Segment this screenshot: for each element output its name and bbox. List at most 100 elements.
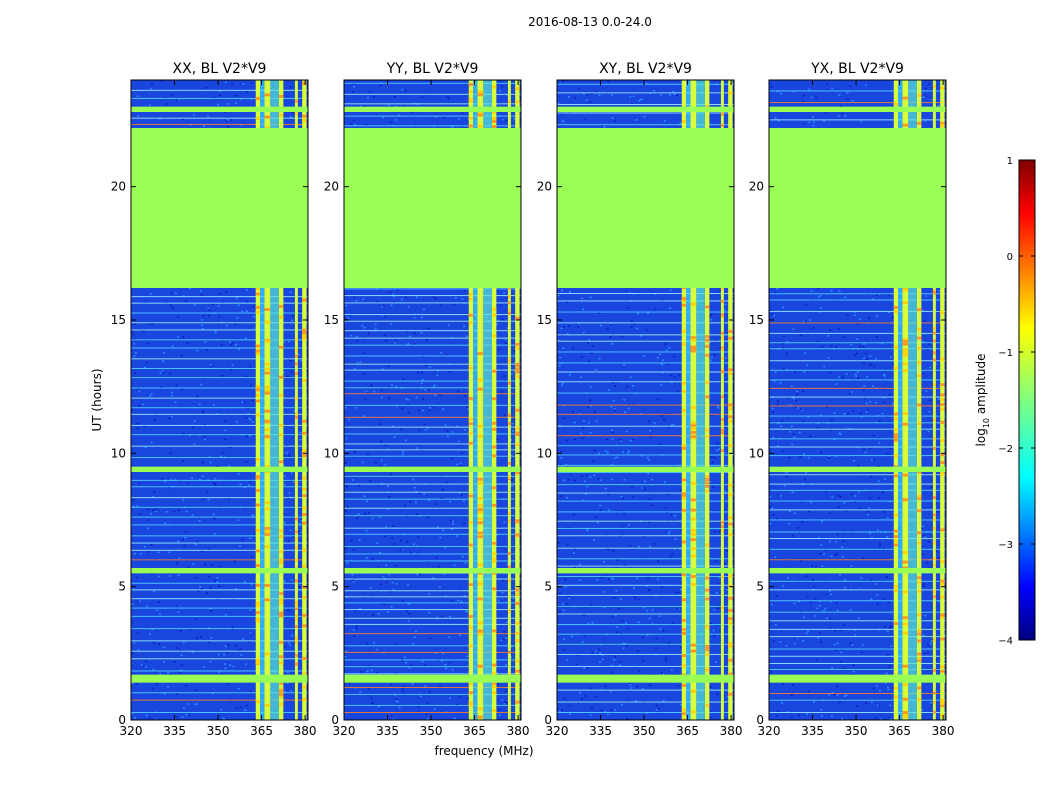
noise-pixel [826, 617, 829, 620]
rfi-band-peak [294, 481, 298, 485]
noise-pixel [636, 686, 639, 688]
noise-pixel [850, 565, 853, 567]
noise-pixel [621, 620, 624, 622]
noise-pixel [785, 352, 788, 355]
rfi-band-peak [515, 87, 520, 91]
rfi-band-peak [681, 409, 687, 413]
noise-pixel [598, 312, 601, 314]
rfi-row [344, 380, 521, 382]
noise-pixel [719, 587, 722, 590]
noise-pixel [439, 536, 442, 539]
noise-pixel [288, 453, 291, 456]
rfi-band-peak [477, 521, 484, 525]
rfi-band-peak [893, 306, 899, 310]
noise-pixel [883, 625, 886, 628]
rfi-band-peak [264, 308, 271, 312]
noise-pixel [790, 694, 793, 696]
noise-pixel [164, 116, 167, 119]
rfi-band-peak [255, 388, 261, 392]
rfi-band-peak [916, 580, 922, 584]
rfi-band-peak [264, 371, 271, 375]
noise-pixel [409, 500, 412, 503]
noise-pixel [395, 698, 398, 701]
noise-pixel [627, 407, 630, 410]
noise-pixel [656, 91, 659, 94]
noise-pixel [513, 418, 516, 421]
rfi-band-peak [728, 642, 733, 646]
noise-pixel [131, 330, 134, 333]
noise-pixel [505, 702, 508, 704]
noise-pixel [171, 345, 174, 347]
noise-pixel [221, 375, 224, 377]
noise-pixel [217, 305, 220, 307]
noise-pixel [732, 494, 734, 496]
noise-pixel [401, 88, 404, 91]
noise-pixel [640, 98, 643, 101]
noise-pixel [450, 519, 453, 522]
noise-pixel [394, 119, 397, 121]
rfi-band-peak [916, 308, 922, 312]
rfi-band-peak [477, 424, 484, 428]
noise-pixel [661, 672, 664, 674]
rfi-band-peak [932, 517, 936, 521]
noise-pixel [675, 591, 678, 594]
noise-pixel [613, 658, 616, 661]
noise-pixel [836, 685, 839, 688]
rfi-band-peak [728, 644, 733, 648]
noise-pixel [385, 564, 388, 567]
noise-pixel [922, 96, 925, 98]
noise-pixel [442, 116, 445, 119]
x-tick-label: 380 [720, 724, 743, 738]
noise-pixel [856, 322, 859, 325]
rfi-row [344, 426, 521, 428]
noise-pixel [656, 398, 659, 400]
noise-pixel [715, 591, 718, 594]
noise-pixel [718, 576, 721, 579]
noise-pixel [854, 501, 857, 503]
noise-pixel [447, 97, 450, 100]
y-tick-label: 0 [756, 713, 764, 727]
noise-pixel [367, 652, 370, 654]
noise-pixel [875, 685, 878, 687]
rfi-band-peak [728, 406, 733, 410]
noise-pixel [829, 617, 832, 620]
rfi-band-peak [278, 640, 284, 644]
noise-pixel [596, 521, 599, 524]
rfi-row [557, 520, 734, 522]
rfi-band-peak [728, 574, 733, 578]
noise-pixel [858, 490, 861, 493]
noise-pixel [376, 590, 379, 593]
noise-pixel [848, 392, 851, 395]
noise-pixel [611, 438, 614, 440]
rfi-row [769, 119, 946, 121]
rfi-row [769, 668, 946, 670]
noise-pixel [391, 581, 394, 584]
noise-pixel [634, 597, 637, 600]
noise-pixel [786, 711, 789, 713]
rfi-row [557, 293, 734, 295]
rfi-row [344, 578, 521, 580]
rfi-row [131, 457, 308, 459]
noise-pixel [225, 324, 228, 327]
noise-pixel [803, 478, 806, 481]
noise-pixel [803, 453, 806, 455]
noise-pixel [433, 407, 436, 409]
noise-pixel [210, 609, 213, 612]
noise-pixel [591, 622, 594, 624]
rfi-band-peak [681, 120, 687, 124]
noise-pixel [589, 687, 592, 689]
rfi-band-peak [940, 595, 945, 599]
noise-pixel [620, 496, 623, 498]
rfi-row [769, 500, 946, 502]
noise-pixel [883, 401, 886, 404]
rfi-row [131, 312, 308, 314]
rfi-band-peak [893, 529, 899, 533]
noise-pixel [892, 439, 895, 442]
noise-pixel [779, 641, 782, 643]
rfi-row [557, 511, 734, 513]
noise-pixel [283, 483, 286, 486]
noise-pixel [365, 124, 368, 126]
noise-pixel [175, 563, 178, 566]
noise-pixel [885, 672, 888, 675]
